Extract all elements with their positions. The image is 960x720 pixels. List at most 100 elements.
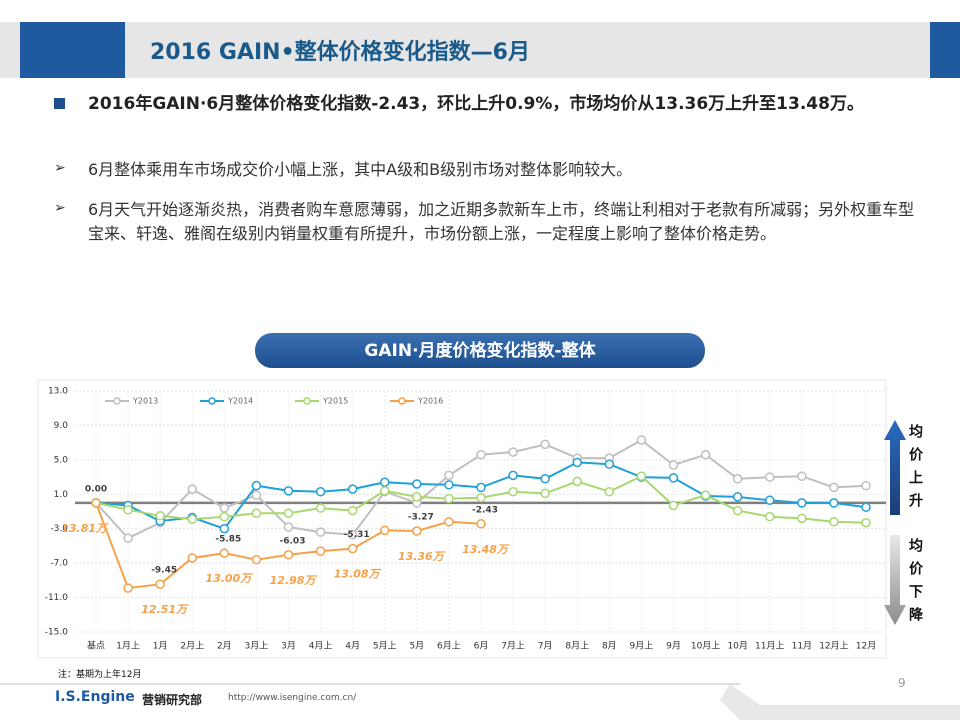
x-tick-label: 5月: [409, 641, 424, 652]
legend-label: Y2014: [227, 397, 253, 406]
data-label: -3.27: [408, 513, 434, 523]
bullet-text: 2016年GAIN·6月整体价格变化指数-2.43，环比上升0.9%，市场均价从…: [88, 94, 864, 114]
point: [861, 502, 871, 512]
x-tick-label: 5月上: [373, 641, 397, 652]
bullet-text: 6月整体乘用车市场成交价小幅上涨，其中A级和B级别市场对整体影响较大。: [88, 160, 633, 179]
point: [187, 553, 197, 563]
point: [765, 495, 775, 506]
point: [476, 492, 486, 503]
x-tick-label: 10月: [727, 641, 747, 652]
legend-marker: [113, 397, 121, 405]
point: [861, 517, 871, 528]
point: [123, 583, 133, 593]
x-tick-label: 6月: [474, 641, 489, 652]
point: [347, 529, 358, 540]
point: [444, 470, 454, 481]
data-label: -9.45: [151, 566, 177, 576]
point: [219, 503, 230, 513]
point: [829, 482, 839, 493]
point: [380, 477, 390, 487]
data-label: -5.85: [215, 535, 241, 545]
point: [732, 492, 743, 502]
point: [412, 479, 422, 489]
y-tick-label: 1.0: [54, 490, 69, 500]
point: [187, 514, 197, 524]
point: [444, 517, 454, 527]
slide-title: 2016 GAIN•整体价格变化指数—6月: [150, 40, 530, 65]
point: [797, 471, 807, 481]
point: [91, 498, 101, 508]
x-tick-label: 4月上: [309, 641, 333, 652]
point: [412, 492, 422, 502]
bullet-arrow: ➢: [54, 160, 66, 176]
point: [700, 490, 711, 500]
footnote: 注：基期为上年12月: [58, 670, 142, 680]
point: [380, 486, 390, 496]
point: [315, 503, 326, 513]
point: [123, 533, 133, 543]
point: [347, 484, 358, 494]
data-label: 0.00: [85, 484, 107, 494]
x-tick-label: 10月上: [691, 641, 720, 652]
footer-url: http://www.isengine.com.cn/: [228, 693, 357, 703]
point: [283, 522, 294, 532]
point: [604, 459, 615, 469]
y-tick-label: -3.0: [50, 524, 68, 534]
up-arrow: [884, 420, 906, 515]
point: [797, 513, 807, 524]
point: [123, 505, 133, 515]
point: [668, 500, 679, 511]
point: [765, 511, 775, 522]
footer-dept: 营销研究部: [142, 693, 203, 707]
x-tick-label: 4月: [345, 641, 360, 652]
legend-marker: [208, 397, 216, 405]
legend-label: Y2015: [322, 397, 348, 406]
down-arrow: [884, 535, 906, 625]
y-tick-label: 5.0: [54, 455, 69, 465]
point: [380, 525, 390, 536]
header-block: [20, 22, 125, 78]
side-label: 均价上升: [907, 424, 923, 516]
point: [219, 548, 230, 558]
x-tick-label: 11月上: [755, 641, 784, 652]
point: [700, 449, 711, 460]
footer-brand: I.S.Engine: [55, 689, 135, 705]
price-label: 13.36万: [398, 550, 446, 563]
legend-label: Y2013: [132, 397, 158, 406]
price-label: 13.08万: [334, 568, 382, 581]
point: [861, 480, 871, 491]
x-tick-label: 1月: [153, 641, 168, 652]
point: [540, 439, 550, 450]
x-tick-label: 6月上: [437, 641, 461, 652]
x-tick-label: 7月上: [501, 641, 525, 652]
price-label: 12.51万: [141, 603, 189, 616]
bullet-arrow: ➢: [54, 200, 66, 216]
price-label: 13.81万: [61, 522, 109, 535]
y-tick-label: -7.0: [50, 559, 68, 569]
x-tick-label: 基点: [87, 640, 105, 652]
data-label: -5.31: [344, 530, 370, 540]
point: [508, 486, 518, 497]
point: [476, 519, 486, 529]
x-tick-label: 1月上: [116, 641, 140, 652]
point: [315, 546, 326, 556]
x-tick-label: 3月上: [245, 641, 269, 652]
point: [155, 579, 165, 589]
point: [476, 449, 486, 460]
x-tick-label: 12月上: [819, 641, 848, 652]
chart-title-pill: [255, 333, 705, 368]
price-label: 12.98万: [270, 574, 318, 587]
point: [508, 447, 518, 457]
point: [187, 484, 197, 494]
data-label: -2.43: [472, 505, 498, 515]
point: [315, 486, 326, 497]
bullet-square: [54, 98, 65, 109]
page-number: 9: [898, 676, 906, 690]
chart-frame: [37, 379, 887, 659]
y-tick-label: 13.0: [48, 387, 68, 397]
point: [444, 480, 454, 490]
point: [251, 490, 262, 500]
point: [155, 511, 165, 521]
